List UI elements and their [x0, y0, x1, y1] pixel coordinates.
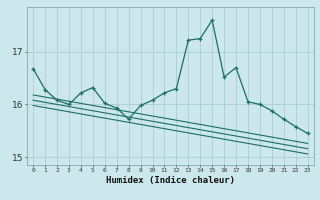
X-axis label: Humidex (Indice chaleur): Humidex (Indice chaleur)	[106, 176, 235, 185]
